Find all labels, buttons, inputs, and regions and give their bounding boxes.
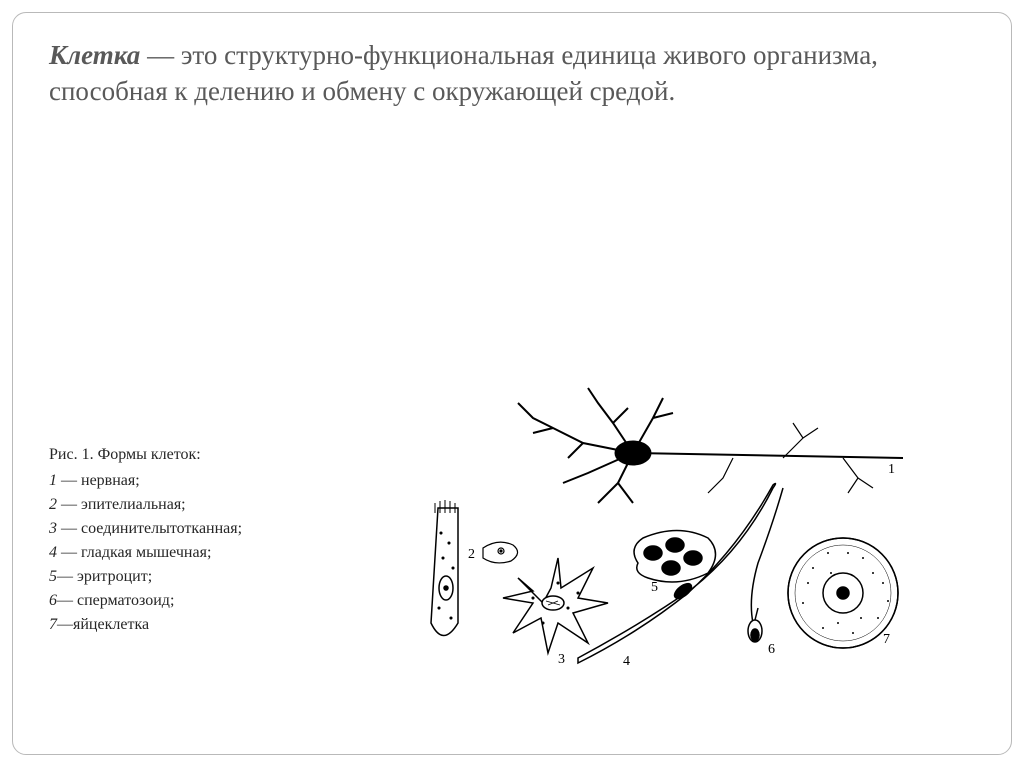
caption-item: 5— эритроцит; [49,565,242,589]
figure-label-2: 2 [468,547,475,562]
caption-item: 1 — нервная; [49,469,242,493]
figure-label-3: 3 [558,652,565,667]
slide-frame: Клетка — это структурно-функциональная е… [12,12,1012,755]
caption-item: 3 — соединителытотканная; [49,517,242,541]
figure-label-5: 5 [651,580,658,595]
definition-paragraph: Клетка — это структурно-функциональная е… [49,37,949,110]
cell-forms-figure: 1 2 [383,373,923,673]
dash: — [140,40,181,70]
figure-label-4: 4 [623,654,630,669]
figure-caption: Рис. 1. Формы клеток: 1 — нервная; 2 — э… [49,443,242,637]
caption-item: 2 — эпителиальная; [49,493,242,517]
caption-item: 4 — гладкая мышечная; [49,541,242,565]
figure-label-7: 7 [883,632,890,647]
figure-label-1: 1 [888,462,895,477]
sperm-cell-icon [748,488,783,642]
epithelial-cell-icon [431,500,458,636]
term: Клетка [49,40,140,70]
neuron-cell-icon [518,388,903,503]
erythrocyte-icon [634,531,716,583]
figure-label-6: 6 [768,642,775,657]
caption-item: 6— сперматозоид; [49,589,242,613]
egg-cell-icon [788,538,898,648]
caption-title: Рис. 1. Формы клеток: [49,443,242,467]
connective-cell-icon [503,558,608,653]
caption-item: 7—яйцеклетка [49,613,242,637]
